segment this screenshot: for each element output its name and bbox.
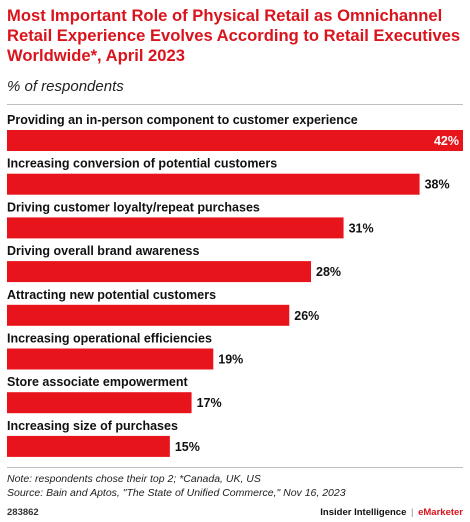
category-label: Increasing size of purchases xyxy=(7,419,178,433)
chart-id: 283862 xyxy=(7,507,39,518)
value-label: 19% xyxy=(218,353,243,367)
brand-footer: Insider Intelligence | eMarketer xyxy=(320,507,463,518)
category-label: Driving customer loyalty/repeat purchase… xyxy=(7,200,260,214)
value-label: 38% xyxy=(425,178,450,192)
category-label: Store associate empowerment xyxy=(7,375,188,389)
brand-emarketer: eMarketer xyxy=(418,507,463,518)
category-label: Increasing conversion of potential custo… xyxy=(7,157,277,171)
bar xyxy=(7,392,192,414)
value-label: 42% xyxy=(434,134,459,148)
bar xyxy=(7,217,344,239)
bar xyxy=(7,435,170,457)
brand-insider-intelligence: Insider Intelligence xyxy=(320,507,407,518)
category-label: Increasing operational efficiencies xyxy=(7,332,212,346)
bar xyxy=(7,261,311,283)
chart-source: Source: Bain and Aptos, "The State of Un… xyxy=(7,487,346,499)
top-divider xyxy=(7,104,463,105)
bar xyxy=(7,304,290,326)
brand-separator: | xyxy=(411,507,414,518)
chart-subtitle: % of respondents xyxy=(7,78,124,95)
bar xyxy=(7,130,463,151)
value-label: 31% xyxy=(349,221,374,235)
value-label: 15% xyxy=(175,440,200,454)
bar xyxy=(7,173,420,195)
chart-title: Most Important Role of Physical Retail a… xyxy=(7,6,461,65)
bar-chart: Providing an in-person component to cust… xyxy=(7,113,463,457)
category-label: Providing an in-person component to cust… xyxy=(7,113,358,127)
value-label: 28% xyxy=(316,265,341,279)
chart-note: Note: respondents chose their top 2; *Ca… xyxy=(7,473,261,485)
value-label: 26% xyxy=(294,309,319,323)
category-label: Attracting new potential customers xyxy=(7,288,216,302)
bar xyxy=(7,348,214,370)
bottom-divider xyxy=(7,467,463,468)
category-label: Driving overall brand awareness xyxy=(7,244,199,258)
value-label: 17% xyxy=(197,396,222,410)
